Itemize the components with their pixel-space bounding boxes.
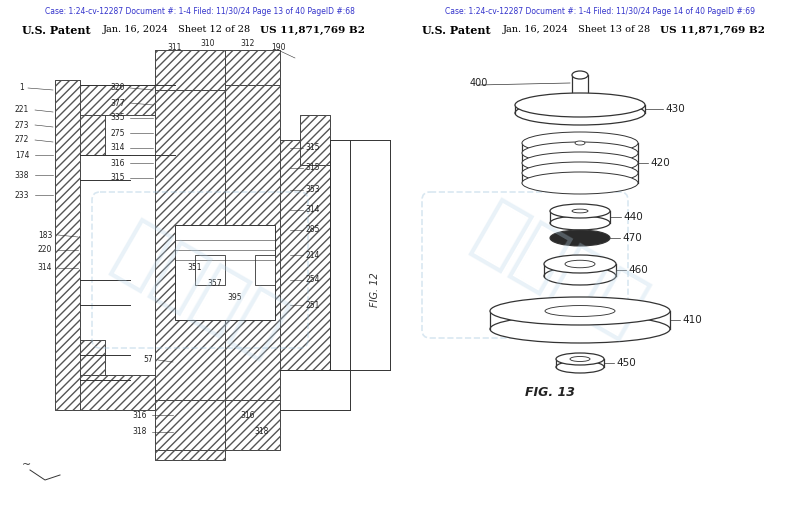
Text: 254: 254 [305,276,319,284]
Ellipse shape [565,260,595,268]
Text: 214: 214 [305,251,319,259]
Text: 57: 57 [143,356,153,365]
Text: 351: 351 [188,264,202,272]
Text: 315: 315 [110,174,126,183]
Ellipse shape [544,267,616,285]
Text: 460: 460 [628,265,648,275]
Text: 395: 395 [228,293,242,303]
Text: 316: 316 [133,410,147,420]
Polygon shape [195,255,225,285]
Text: 338: 338 [14,171,30,179]
Text: 316: 316 [241,410,255,420]
Text: US 11,871,769 B2: US 11,871,769 B2 [660,25,765,34]
Text: 310: 310 [201,38,215,47]
Text: 314: 314 [110,144,126,152]
Text: Jan. 16, 2024: Jan. 16, 2024 [103,25,169,34]
Text: 272: 272 [15,136,29,145]
Ellipse shape [515,101,645,125]
Ellipse shape [522,162,638,184]
Text: 450: 450 [616,358,636,368]
Ellipse shape [550,216,610,230]
Polygon shape [80,85,105,155]
Polygon shape [80,85,175,115]
Text: 470: 470 [622,233,642,243]
Text: 430: 430 [665,104,685,114]
Text: 315: 315 [305,163,319,173]
Polygon shape [55,80,80,410]
Ellipse shape [522,142,638,164]
Text: 221: 221 [15,106,29,114]
Text: 311: 311 [168,44,182,53]
Polygon shape [155,400,225,450]
Text: Case: 1:24-cv-12287 Document #: 1-4 Filed: 11/30/24 Page 13 of 40 PageID #:68: Case: 1:24-cv-12287 Document #: 1-4 File… [45,7,355,17]
Text: Jan. 16, 2024: Jan. 16, 2024 [503,25,569,34]
Polygon shape [300,115,330,165]
Ellipse shape [544,255,616,273]
Text: 318: 318 [133,427,147,436]
Text: 卖家支持: 卖家支持 [102,212,298,368]
Text: 190: 190 [270,44,286,53]
Text: 400: 400 [470,78,488,88]
Text: 220: 220 [38,245,52,254]
Ellipse shape [522,172,638,194]
Text: Sheet 12 of 28: Sheet 12 of 28 [178,25,250,34]
Ellipse shape [490,297,670,325]
Ellipse shape [522,132,638,154]
Text: 233: 233 [14,190,30,200]
Ellipse shape [572,71,588,79]
Text: 251: 251 [305,301,319,309]
Text: U.S. Patent: U.S. Patent [422,24,490,35]
Text: 420: 420 [650,158,670,168]
Polygon shape [175,225,275,320]
Ellipse shape [522,152,638,174]
Text: 320: 320 [110,84,126,93]
Polygon shape [155,50,225,90]
Text: Case: 1:24-cv-12287 Document #: 1-4 Filed: 11/30/24 Page 14 of 40 PageID #:69: Case: 1:24-cv-12287 Document #: 1-4 File… [445,7,755,17]
Polygon shape [280,140,330,370]
Ellipse shape [545,306,615,317]
Text: 183: 183 [38,230,52,240]
Text: 440: 440 [623,212,642,222]
Ellipse shape [572,96,588,104]
Text: 410: 410 [682,315,702,325]
Ellipse shape [550,230,610,246]
Text: 1: 1 [20,84,24,93]
Text: 353: 353 [305,186,320,194]
Text: 314: 314 [305,205,319,214]
Text: 314: 314 [38,264,52,272]
Text: FIG. 12: FIG. 12 [370,272,380,307]
Ellipse shape [572,209,588,213]
Ellipse shape [556,361,604,373]
Polygon shape [225,400,280,450]
Text: 273: 273 [14,121,30,129]
Text: 卖家支持: 卖家支持 [462,192,658,348]
Ellipse shape [575,141,585,145]
Text: 275: 275 [110,128,126,137]
Polygon shape [255,255,275,285]
Text: 335: 335 [110,113,126,123]
Ellipse shape [550,204,610,218]
Text: 377: 377 [110,98,126,108]
Text: Sheet 13 of 28: Sheet 13 of 28 [578,25,650,34]
Text: U.S. Patent: U.S. Patent [22,24,90,35]
Text: ~: ~ [22,460,31,470]
Text: 174: 174 [14,150,30,160]
Ellipse shape [556,353,604,365]
Ellipse shape [515,93,645,117]
Text: US 11,871,769 B2: US 11,871,769 B2 [260,25,365,34]
Text: 315: 315 [305,144,319,152]
Text: 312: 312 [241,38,255,47]
Polygon shape [80,375,175,410]
Polygon shape [80,340,105,410]
Ellipse shape [570,357,590,361]
Text: 285: 285 [305,226,319,235]
Polygon shape [225,50,280,85]
Text: FIG. 13: FIG. 13 [525,385,575,398]
Text: 316: 316 [110,159,126,167]
Ellipse shape [490,315,670,343]
Text: 357: 357 [208,279,222,288]
Polygon shape [155,60,225,460]
Polygon shape [225,60,280,400]
Text: 318: 318 [255,427,269,436]
